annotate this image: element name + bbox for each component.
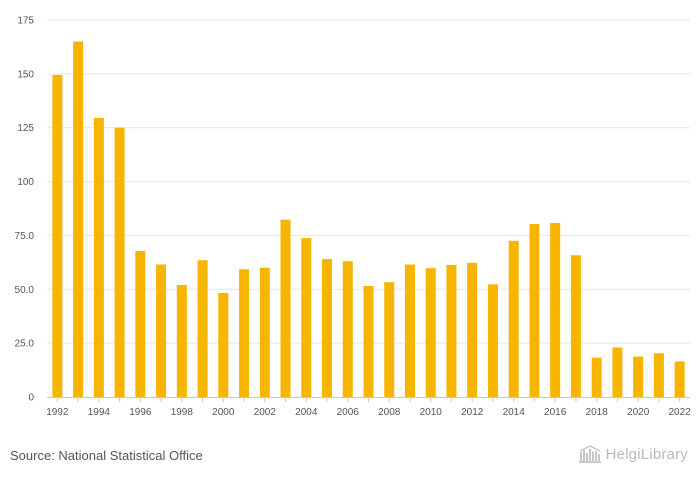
x-tick-label: 2020 (627, 407, 650, 418)
x-tick-label: 2002 (254, 407, 277, 418)
x-tick-label: 2016 (544, 407, 567, 418)
bar-2019[interactable] (612, 347, 623, 397)
y-tick-label: 25.0 (15, 339, 35, 350)
x-tick-label: 1998 (171, 407, 194, 418)
x-tick-label: 2010 (420, 407, 443, 418)
logo-text: HelgiLibrary (605, 445, 688, 463)
grid-lines (47, 19, 690, 344)
bar-2018[interactable] (591, 357, 602, 397)
y-axis-tick-labels: 0 25.0 50.0 75.0 100 125 150 175 (15, 16, 35, 404)
bar-2017[interactable] (570, 255, 581, 397)
x-tick-label: 2004 (295, 407, 318, 418)
bar-1997[interactable] (156, 264, 167, 397)
y-tick-label: 175 (17, 16, 34, 27)
library-building-icon (578, 445, 601, 463)
bar-2008[interactable] (384, 282, 395, 397)
bar-2006[interactable] (342, 261, 353, 397)
x-tick-label: 2014 (503, 407, 526, 418)
bar-2003[interactable] (280, 219, 291, 397)
bar-2001[interactable] (239, 269, 250, 397)
bar-2021[interactable] (653, 353, 664, 397)
bar-2007[interactable] (363, 286, 374, 397)
bar-2005[interactable] (322, 259, 333, 397)
x-tick-label: 1994 (88, 407, 111, 418)
bar-2010[interactable] (425, 268, 436, 397)
bar-2020[interactable] (633, 356, 644, 397)
footer: Source: National Statistical Office Helg… (0, 431, 700, 483)
y-tick-label: 125 (17, 123, 34, 134)
bar-2000[interactable] (218, 292, 229, 397)
bar-1998[interactable] (176, 284, 187, 397)
bar-2016[interactable] (550, 222, 561, 397)
x-tick-label: 2006 (337, 407, 360, 418)
y-tick-label: 100 (17, 177, 34, 188)
bar-1996[interactable] (135, 250, 146, 397)
y-tick-label: 0 (28, 393, 34, 404)
x-tick-label: 2008 (378, 407, 401, 418)
y-tick-label: 150 (17, 69, 34, 80)
x-axis-tick-labels: 1992 1994 1996 1998 2000 2002 2004 2006 2008 2010… (46, 397, 691, 418)
bar-2015[interactable] (529, 224, 540, 397)
source-note: Source: National Statistical Office (10, 448, 203, 463)
x-tick-label: 2022 (669, 407, 692, 418)
bar-2014[interactable] (508, 240, 519, 397)
bar-1992[interactable] (52, 74, 63, 397)
x-tick-label: 2000 (212, 407, 235, 418)
y-tick-label: 50.0 (15, 285, 35, 296)
bar-2022[interactable] (674, 361, 685, 397)
bars (52, 41, 685, 398)
bar-1995[interactable] (114, 127, 125, 397)
x-tick-label: 2012 (461, 407, 484, 418)
bar-1993[interactable] (73, 41, 84, 398)
x-tick-label: 1992 (46, 407, 69, 418)
y-tick-label: 75.0 (15, 231, 35, 242)
bar-2011[interactable] (446, 264, 457, 397)
bar-2004[interactable] (301, 238, 312, 397)
x-tick-label: 2018 (586, 407, 609, 418)
bar-2002[interactable] (259, 267, 270, 397)
bar-2009[interactable] (404, 264, 415, 397)
bar-2012[interactable] (467, 262, 478, 397)
helgi-library-logo[interactable]: HelgiLibrary (578, 445, 688, 463)
x-tick-label: 1996 (129, 407, 152, 418)
bar-1999[interactable] (197, 260, 208, 397)
bar-1994[interactable] (93, 118, 104, 398)
bar-2013[interactable] (487, 284, 498, 397)
